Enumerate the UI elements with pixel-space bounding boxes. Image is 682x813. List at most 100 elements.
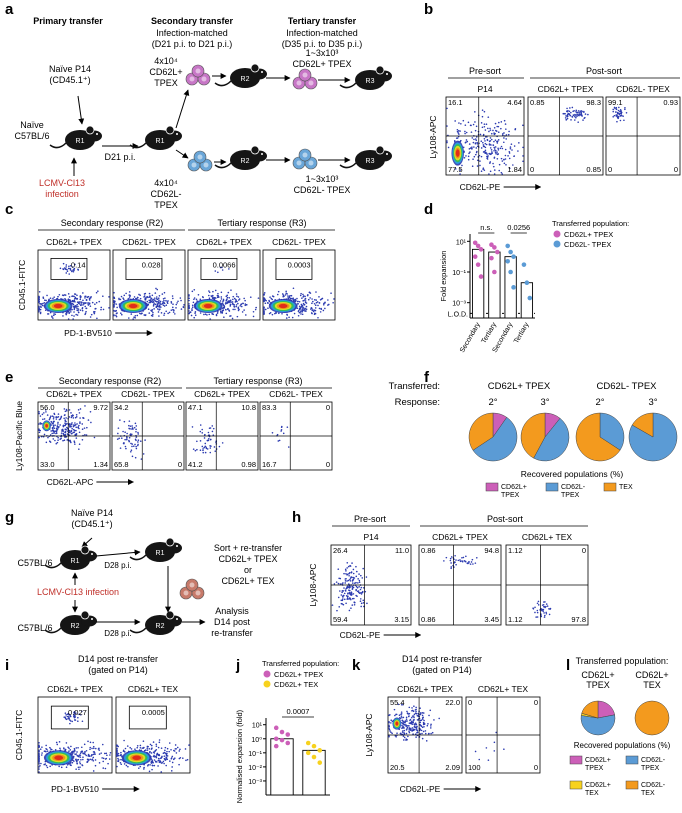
event-dot [64,432,66,434]
legend-label: CD62L+ [501,484,527,491]
event-dot [409,732,411,734]
event-dot [70,720,72,722]
event-dot [471,146,473,148]
quadrant-value: 10.8 [241,403,256,412]
event-dot [40,748,42,750]
event-dot [205,452,207,454]
event-dot [40,415,42,417]
event-dot [115,303,117,305]
event-dot [200,312,202,314]
event-dot [105,753,107,755]
event-dot [426,740,428,742]
event-dot [65,417,67,419]
event-dot [209,291,211,293]
event-dot [68,273,70,275]
event-dot [511,149,513,151]
event-dot [72,318,74,320]
group-title: CD62L+ TPEX [488,381,551,392]
event-dot [164,292,166,294]
event-dot [138,439,140,441]
event-dot [88,754,90,756]
event-dot [615,114,617,116]
event-dot [129,420,131,422]
label: LCMV-Cl13 [39,178,85,188]
event-dot [505,138,507,140]
event-dot [145,298,147,300]
event-dot [39,291,41,293]
event-dot [43,297,45,299]
event-dot [411,717,413,719]
event-dot [164,313,166,315]
event-dot [61,767,63,769]
event-dot [93,770,95,772]
event-dot [411,722,413,724]
event-dot [172,298,174,300]
event-dot [227,308,229,310]
event-dot [500,148,502,150]
event-dot [82,756,84,758]
event-dot [286,293,288,295]
event-dot [148,748,150,750]
event-dot [343,590,345,592]
label: D14 post [214,617,251,627]
event-dot [484,111,486,113]
event-dot [423,731,425,733]
event-dot [502,160,504,162]
quadrant-value: 4.64 [507,98,522,107]
event-dot [225,309,227,311]
event-dot [148,764,150,766]
cell-nucleus [196,591,201,596]
event-dot [505,149,507,151]
event-dot [209,452,211,454]
event-dot [76,763,78,765]
event-dot [158,299,160,301]
event-dot [70,269,72,271]
event-dot [92,302,94,304]
event-dot [498,122,500,124]
event-dot [157,765,159,767]
event-dot [311,313,313,315]
event-dot [194,297,196,299]
event-dot [204,437,206,439]
event-dot [340,583,342,585]
event-dot [163,314,165,316]
event-dot [73,311,75,313]
event-dot [73,300,75,302]
event-dot [420,725,422,727]
event-dot [83,303,85,305]
event-dot [59,748,61,750]
event-dot [156,757,158,759]
plot-title: CD62L- TPEX [121,389,175,399]
event-dot [345,573,347,575]
event-dot [159,308,161,310]
event-dot [422,727,424,729]
event-dot [272,314,274,316]
event-dot [489,162,491,164]
legend-swatch [604,483,616,491]
event-dot [487,116,489,118]
event-dot [102,767,104,769]
event-dot [230,301,232,303]
label: Infection-matched [156,28,228,38]
event-dot [302,296,304,298]
data-point [274,744,279,749]
event-dot [150,744,152,746]
legend-swatch [546,483,558,491]
event-dot [87,296,89,298]
event-dot [508,134,510,136]
event-dot [347,596,349,598]
event-dot [70,311,72,313]
event-dot [212,291,214,293]
event-dot [138,294,140,296]
label: CD62L+ TEX [221,576,274,586]
event-dot [87,741,89,743]
event-dot [156,303,158,305]
event-dot [79,303,81,305]
y-axis-label: Ly108-APC [308,563,318,606]
event-dot [221,296,223,298]
group-title: Post-sort [487,514,524,524]
event-dot [307,295,309,297]
quadrant-value: 65.8 [114,460,129,469]
event-dot [494,127,496,129]
plot-title: CD62L+ TEX [478,684,528,694]
